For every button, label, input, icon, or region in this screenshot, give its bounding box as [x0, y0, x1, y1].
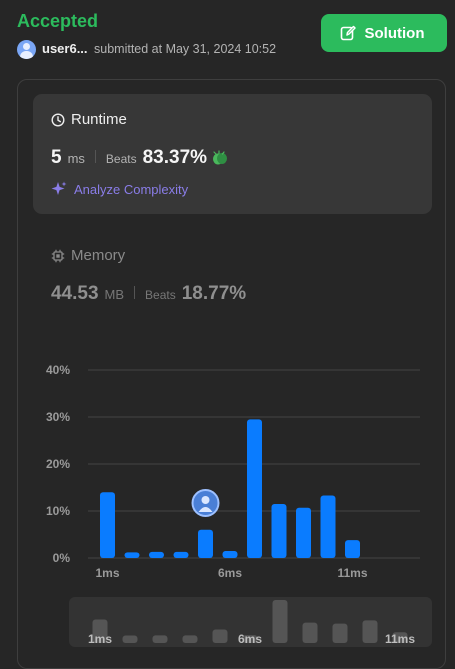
distribution-bar[interactable]: [124, 552, 140, 558]
overview-bar: [332, 623, 348, 643]
y-tick-label: 30%: [46, 410, 70, 424]
x-tick-label: 1ms: [95, 566, 119, 580]
avatar-body: [198, 507, 213, 512]
y-tick-label: 40%: [46, 363, 70, 377]
chip-icon: [51, 249, 65, 262]
x-tick-label: 11ms: [337, 566, 367, 580]
analyze-complexity-label: Analyze Complexity: [74, 181, 189, 197]
overview-bar: [392, 632, 408, 643]
overview-bar: [302, 622, 318, 643]
memory-value: 44.53: [51, 283, 99, 304]
avatar-icon: [201, 496, 210, 504]
y-tick-label: 10%: [46, 504, 70, 518]
distribution-bar[interactable]: [271, 503, 287, 558]
runtime-beats-value: 83.37%: [142, 147, 208, 168]
distribution-bar[interactable]: [296, 507, 311, 558]
overview-tick-label: 6ms: [238, 632, 262, 646]
clock-icon: [51, 112, 65, 127]
sparkle-icon: [51, 181, 67, 195]
runtime-beats-label: Beats: [105, 152, 137, 166]
overview-bar: [152, 635, 168, 643]
memory-beats-label: Beats: [145, 288, 176, 302]
submission-status: Accepted: [17, 11, 99, 31]
overview-bar: [212, 629, 228, 643]
overview-bar: [272, 600, 288, 643]
y-tick-label: 20%: [46, 457, 70, 471]
distribution-bar[interactable]: [222, 550, 238, 558]
distribution-bar[interactable]: [320, 495, 336, 558]
distribution-bar[interactable]: [345, 540, 360, 558]
distribution-bar[interactable]: [198, 529, 213, 558]
runtime-unit: ms: [67, 151, 85, 166]
overview-bar: [92, 619, 108, 643]
solution-button-label: Solution: [364, 24, 425, 42]
memory-title[interactable]: Memory: [51, 247, 125, 264]
overview-bar: [242, 635, 258, 643]
distribution-bar[interactable]: [100, 492, 115, 558]
memory-metrics: 44.53 MB Beats 18.77%: [51, 283, 246, 305]
avatar-icon[interactable]: [17, 40, 36, 59]
memory-beats-value: 18.77%: [181, 283, 247, 304]
runtime-card[interactable]: Runtime 5 ms Beats 83.37% Analyze Comple…: [33, 94, 432, 214]
solution-button[interactable]: Solution: [321, 14, 447, 52]
y-tick-label: 0%: [53, 551, 71, 565]
overview-bar: [122, 635, 138, 643]
clap-icon: [213, 150, 228, 165]
runtime-title-label: Runtime: [71, 111, 127, 128]
overview-tick-label: 1ms: [88, 632, 112, 646]
x-tick-label: 6ms: [218, 566, 242, 580]
memory-unit: MB: [104, 287, 125, 302]
username-link[interactable]: user6...: [42, 41, 88, 56]
overview-bar: [182, 635, 198, 643]
distribution-bar[interactable]: [173, 551, 189, 558]
submitted-timestamp: submitted at May 31, 2024 10:52: [94, 42, 277, 56]
overview-bar: [362, 620, 378, 643]
analyze-complexity-button[interactable]: Analyze Complexity: [51, 181, 188, 197]
distribution-bar[interactable]: [149, 551, 164, 558]
memory-title-label: Memory: [71, 247, 126, 264]
runtime-title: Runtime: [51, 111, 127, 128]
divider: [134, 286, 136, 299]
overview-tick-label: 11ms: [385, 632, 415, 646]
divider: [94, 150, 96, 163]
runtime-metrics: 5 ms Beats 83.37%: [51, 147, 229, 169]
edit-icon: [340, 25, 356, 41]
runtime-value: 5: [51, 147, 62, 168]
distribution-bar[interactable]: [247, 419, 262, 558]
